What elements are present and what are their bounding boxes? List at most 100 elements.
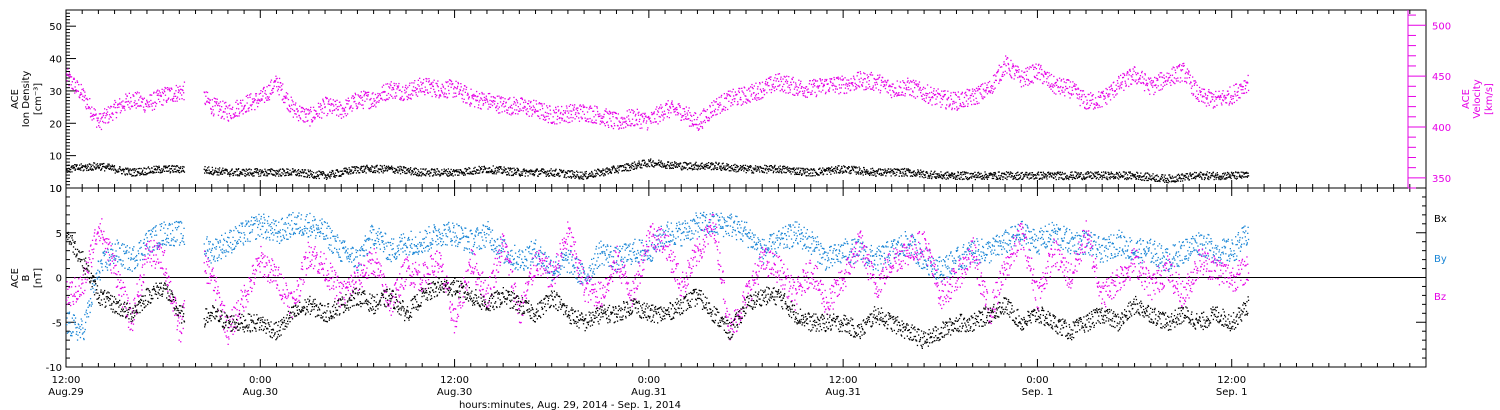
velocity-series-point [1205, 97, 1207, 99]
density-series-point [503, 166, 505, 168]
density-series-point [628, 170, 630, 172]
velocity-series-point [733, 100, 736, 103]
velocity-series-point [652, 113, 654, 115]
velocity-series-point [350, 105, 352, 107]
density-series-point [385, 165, 388, 167]
velocity-series-point [1186, 77, 1188, 79]
velocity-series-point [701, 126, 703, 128]
velocity-series-point [1060, 79, 1063, 81]
velocity-series-point [982, 83, 984, 85]
velocity-series-point [442, 92, 444, 94]
velocity-series-point [1059, 86, 1061, 89]
density-series-point [417, 169, 419, 171]
density-series-point [143, 174, 145, 176]
velocity-series-point [993, 81, 995, 84]
velocity-series-point [625, 120, 627, 122]
velocity-series-point [564, 112, 566, 114]
density-series-point [602, 169, 604, 171]
density-series-point [417, 175, 419, 177]
density-series-point [308, 176, 311, 179]
velocity-series-point [221, 115, 224, 118]
velocity-series-point [1171, 79, 1173, 81]
density-series-point [572, 171, 574, 173]
density-series-point [340, 170, 343, 172]
density-series-point [578, 176, 581, 178]
velocity-series-point [1103, 95, 1105, 97]
velocity-series-point [430, 82, 432, 84]
velocity-series-point [1017, 66, 1019, 68]
velocity-series-point [371, 105, 373, 107]
density-series-point [407, 168, 409, 170]
velocity-series-point [357, 103, 360, 105]
density-series-point [308, 174, 310, 177]
density-series-point [365, 167, 367, 169]
velocity-series-point [1207, 102, 1209, 104]
density-series-point [671, 161, 673, 164]
density-series-point [320, 172, 322, 174]
density-series-point [402, 169, 404, 171]
velocity-series-point [372, 102, 374, 104]
velocity-series-point [304, 109, 306, 111]
density-series-point [213, 171, 215, 174]
velocity-series-point [1004, 70, 1006, 72]
velocity-series-point [1035, 63, 1037, 65]
velocity-series-point [1226, 102, 1228, 104]
density-series-point [306, 176, 308, 178]
velocity-series-point [469, 103, 471, 105]
velocity-series-point [1107, 93, 1110, 95]
velocity-series-point [367, 94, 369, 96]
velocity-series-point [514, 102, 516, 104]
velocity-series-point [454, 87, 456, 89]
density-series-point [515, 173, 517, 175]
velocity-series-point [1009, 70, 1011, 72]
density-series-point [368, 167, 370, 169]
density-series-point [270, 168, 272, 170]
density-series-point [658, 159, 660, 161]
velocity-series-point [554, 112, 556, 114]
velocity-series-point [676, 106, 678, 109]
density-series-point [498, 171, 500, 173]
velocity-series-point [495, 109, 498, 112]
density-series-point [618, 169, 620, 171]
density-series-point [684, 167, 686, 170]
velocity-series-point [650, 120, 652, 122]
density-series-point [123, 168, 126, 171]
velocity-series-point [1084, 106, 1086, 109]
density-series-point [135, 175, 137, 177]
density-series-point [513, 167, 515, 169]
velocity-series-point [83, 90, 85, 92]
density-series-point [705, 166, 707, 168]
velocity-series-point [1129, 70, 1131, 72]
velocity-series-point [551, 122, 553, 124]
velocity-series-point [920, 89, 922, 92]
velocity-series-point [655, 108, 657, 110]
density-series-point [336, 169, 339, 171]
velocity-series-point [414, 80, 416, 82]
velocity-series-point [1068, 92, 1070, 95]
velocity-series-point [172, 100, 174, 102]
velocity-series-point [1110, 84, 1112, 86]
velocity-series-point [612, 127, 615, 130]
density-series-point [87, 164, 89, 166]
velocity-series-point [609, 117, 611, 120]
velocity-series-point [926, 84, 929, 86]
velocity-series-point [620, 117, 622, 119]
velocity-series-point [1002, 75, 1004, 77]
velocity-series-point [136, 91, 139, 93]
velocity-series-point [813, 78, 815, 81]
velocity-series-point [804, 87, 806, 89]
velocity-series-point [121, 105, 123, 107]
velocity-series-point [395, 83, 397, 85]
velocity-series-point [829, 78, 831, 80]
velocity-series-point [251, 103, 253, 106]
velocity-series-point [668, 109, 670, 112]
density-series-point [110, 168, 112, 170]
velocity-series-point [777, 85, 779, 87]
velocity-series-point [891, 85, 893, 88]
velocity-series-point [998, 64, 1000, 66]
density-series-point [574, 171, 576, 174]
velocity-series-point [840, 87, 842, 89]
density-series-point [304, 169, 306, 171]
velocity-series-point [1194, 82, 1196, 85]
density-series-point [563, 176, 565, 178]
